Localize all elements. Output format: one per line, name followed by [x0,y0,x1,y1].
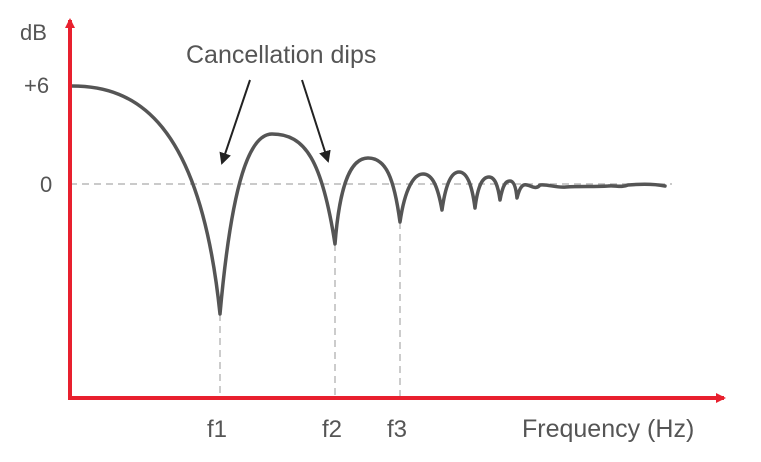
dip-label-f1: f1 [207,416,227,443]
annotation-arrow-f2 [301,79,331,163]
annotation-cancellation-dips: Cancellation dips [186,41,376,69]
dip-label-f2: f2 [322,416,342,443]
dip-label-f3: f3 [387,416,407,443]
comb-filter-response-curve [70,84,667,316]
annotation-arrow-f1 [219,79,251,165]
y-axis-label: dB [20,20,47,45]
x-axis-label: Frequency (Hz) [522,415,694,443]
y-tick-plus6: +6 [24,73,49,98]
y-tick-zero: 0 [40,172,52,197]
